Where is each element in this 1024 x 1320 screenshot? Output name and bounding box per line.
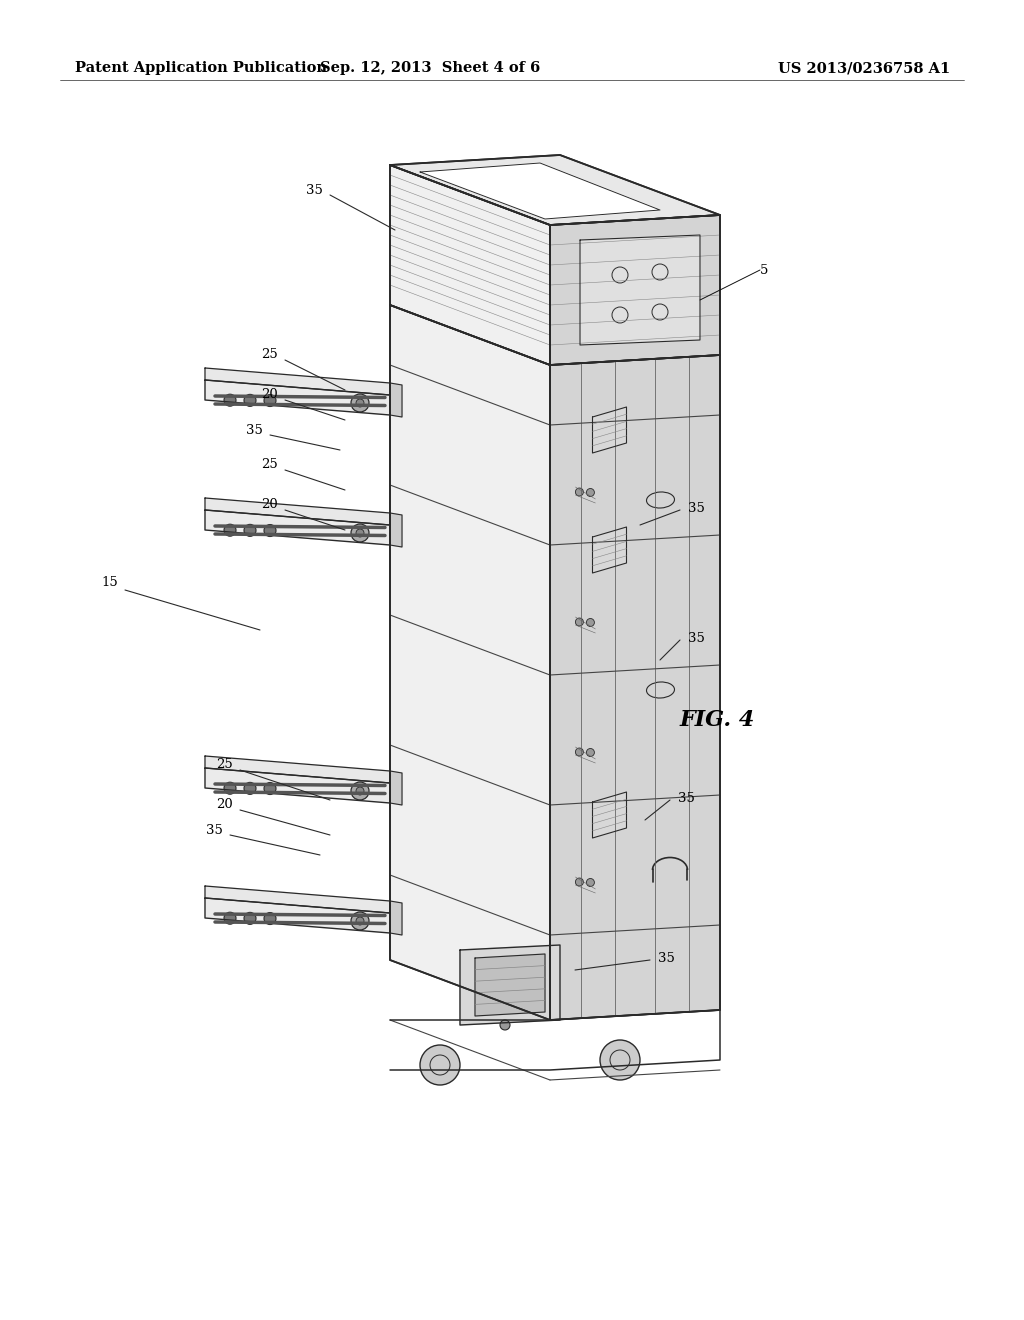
Polygon shape	[205, 510, 390, 545]
Polygon shape	[475, 954, 545, 1016]
Polygon shape	[390, 513, 402, 546]
Circle shape	[351, 781, 369, 800]
Text: 20: 20	[216, 799, 233, 812]
Polygon shape	[205, 756, 390, 783]
Polygon shape	[205, 898, 390, 933]
Circle shape	[224, 395, 236, 407]
Polygon shape	[390, 383, 402, 417]
Polygon shape	[593, 792, 627, 838]
Circle shape	[420, 1045, 460, 1085]
Text: 25: 25	[261, 348, 278, 362]
Circle shape	[264, 783, 276, 795]
Circle shape	[356, 529, 364, 537]
Circle shape	[244, 912, 256, 924]
Polygon shape	[205, 768, 390, 803]
Text: 15: 15	[101, 577, 118, 590]
Polygon shape	[460, 945, 560, 1026]
Polygon shape	[550, 215, 720, 366]
Polygon shape	[580, 235, 700, 345]
Polygon shape	[390, 165, 550, 366]
Text: 35: 35	[658, 952, 675, 965]
Text: Sep. 12, 2013  Sheet 4 of 6: Sep. 12, 2013 Sheet 4 of 6	[319, 61, 540, 75]
Circle shape	[264, 395, 276, 407]
Circle shape	[500, 1020, 510, 1030]
Text: 35: 35	[678, 792, 695, 804]
Circle shape	[575, 488, 584, 496]
Text: 25: 25	[261, 458, 278, 471]
Circle shape	[351, 393, 369, 412]
Polygon shape	[593, 527, 627, 573]
Circle shape	[587, 619, 594, 627]
Circle shape	[264, 912, 276, 924]
Text: 35: 35	[688, 502, 705, 515]
Circle shape	[356, 787, 364, 795]
Circle shape	[575, 618, 584, 626]
Circle shape	[224, 524, 236, 536]
Text: FIG. 4: FIG. 4	[680, 709, 756, 731]
Circle shape	[244, 783, 256, 795]
Circle shape	[587, 488, 594, 496]
Circle shape	[587, 879, 594, 887]
Circle shape	[224, 912, 236, 924]
Circle shape	[224, 783, 236, 795]
Circle shape	[356, 917, 364, 925]
Text: 20: 20	[261, 499, 278, 511]
Text: 35: 35	[688, 631, 705, 644]
Circle shape	[587, 748, 594, 756]
Text: 35: 35	[306, 183, 323, 197]
Polygon shape	[390, 902, 402, 935]
Text: 35: 35	[206, 824, 223, 837]
Polygon shape	[550, 355, 720, 1020]
Polygon shape	[390, 154, 720, 224]
Circle shape	[264, 524, 276, 536]
Text: 5: 5	[760, 264, 768, 276]
Polygon shape	[205, 380, 390, 414]
Circle shape	[244, 395, 256, 407]
Text: 20: 20	[261, 388, 278, 401]
Polygon shape	[593, 407, 627, 453]
Polygon shape	[420, 162, 660, 219]
Circle shape	[600, 1040, 640, 1080]
Circle shape	[575, 878, 584, 886]
Circle shape	[351, 524, 369, 543]
Polygon shape	[205, 368, 390, 395]
Text: 25: 25	[216, 759, 233, 771]
Circle shape	[244, 524, 256, 536]
Circle shape	[351, 912, 369, 931]
Text: 35: 35	[246, 424, 263, 437]
Text: US 2013/0236758 A1: US 2013/0236758 A1	[778, 61, 950, 75]
Polygon shape	[390, 305, 550, 1020]
Polygon shape	[390, 771, 402, 805]
Circle shape	[575, 748, 584, 756]
Polygon shape	[205, 498, 390, 525]
Text: Patent Application Publication: Patent Application Publication	[75, 61, 327, 75]
Circle shape	[356, 399, 364, 407]
Polygon shape	[205, 886, 390, 913]
